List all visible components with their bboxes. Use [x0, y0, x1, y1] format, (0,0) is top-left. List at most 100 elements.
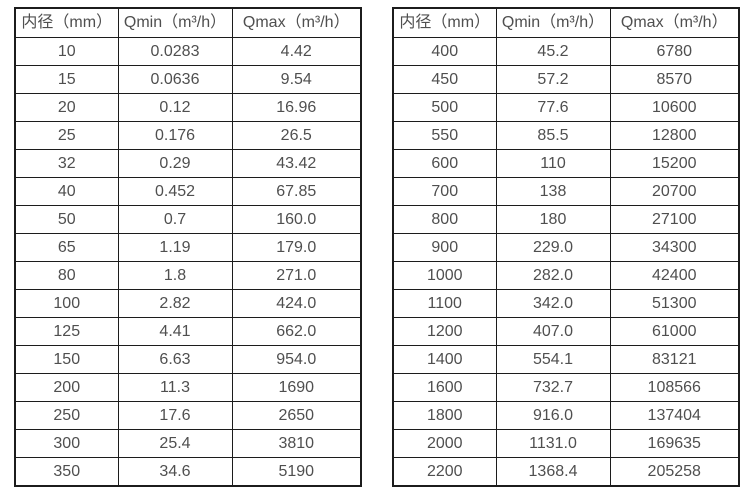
qmin-cell: 1131.0	[495, 429, 611, 458]
table-row: 65 1.19 179.0	[14, 233, 362, 262]
column-header-qmax: Qmax（m³/h）	[609, 7, 740, 38]
diameter-cell: 1000	[392, 261, 497, 290]
table-row: 450 57.2 8570	[392, 65, 740, 94]
diameter-cell: 1100	[392, 289, 497, 318]
table-row: 400 45.2 6780	[392, 37, 740, 66]
qmax-cell: 67.85	[231, 177, 362, 206]
qmin-cell: 45.2	[495, 37, 611, 66]
qmin-cell: 554.1	[495, 345, 611, 374]
column-header-qmax: Qmax（m³/h）	[231, 7, 362, 38]
qmin-cell: 17.6	[117, 401, 233, 430]
table-row: 1400 554.1 83121	[392, 345, 740, 374]
diameter-cell: 1800	[392, 401, 497, 430]
table-row: 150 6.63 954.0	[14, 345, 362, 374]
diameter-cell: 550	[392, 121, 497, 150]
table-row: 700 138 20700	[392, 177, 740, 206]
table-row: 25 0.176 26.5	[14, 121, 362, 150]
qmax-cell: 271.0	[231, 261, 362, 290]
diameter-cell: 400	[392, 37, 497, 66]
qmax-cell: 26.5	[231, 121, 362, 150]
column-header-diameter: 内径（mm）	[14, 7, 119, 38]
diameter-cell: 450	[392, 65, 497, 94]
diameter-cell: 20	[14, 93, 119, 122]
column-header-qmin: Qmin（m³/h）	[495, 7, 611, 38]
diameter-cell: 1200	[392, 317, 497, 346]
diameter-cell: 25	[14, 121, 119, 150]
qmax-cell: 27100	[609, 205, 740, 234]
qmax-cell: 20700	[609, 177, 740, 206]
diameter-cell: 150	[14, 345, 119, 374]
diameter-cell: 100	[14, 289, 119, 318]
qmin-cell: 0.12	[117, 93, 233, 122]
qmin-cell: 180	[495, 205, 611, 234]
qmax-cell: 9.54	[231, 65, 362, 94]
table-row: 20 0.12 16.96	[14, 93, 362, 122]
qmax-cell: 160.0	[231, 205, 362, 234]
diameter-cell: 900	[392, 233, 497, 262]
diameter-cell: 2200	[392, 457, 497, 487]
table-row: 200 11.3 1690	[14, 373, 362, 402]
qmax-cell: 16.96	[231, 93, 362, 122]
column-header-qmin: Qmin（m³/h）	[117, 7, 233, 38]
header-row: 内径（mm） Qmin（m³/h） Qmax（m³/h）	[14, 7, 362, 38]
qmax-cell: 3810	[231, 429, 362, 458]
qmax-cell: 954.0	[231, 345, 362, 374]
qmin-cell: 25.4	[117, 429, 233, 458]
table-row: 250 17.6 2650	[14, 401, 362, 430]
column-header-diameter: 内径（mm）	[392, 7, 497, 38]
qmax-cell: 1690	[231, 373, 362, 402]
diameter-cell: 2000	[392, 429, 497, 458]
diameter-cell: 250	[14, 401, 119, 430]
diameter-cell: 800	[392, 205, 497, 234]
qmin-cell: 11.3	[117, 373, 233, 402]
flow-table-small-diameters: 内径（mm） Qmin（m³/h） Qmax（m³/h） 10 0.0283 4.42 15…	[14, 7, 362, 487]
diameter-cell: 350	[14, 457, 119, 487]
qmax-cell: 108566	[609, 373, 740, 402]
table-row: 32 0.29 43.42	[14, 149, 362, 178]
qmin-cell: 2.82	[117, 289, 233, 318]
table-row: 350 34.6 5190	[14, 457, 362, 487]
diameter-cell: 300	[14, 429, 119, 458]
diameter-cell: 50	[14, 205, 119, 234]
qmax-cell: 34300	[609, 233, 740, 262]
qmax-cell: 4.42	[231, 37, 362, 66]
qmax-cell: 61000	[609, 317, 740, 346]
qmax-cell: 15200	[609, 149, 740, 178]
table-row: 500 77.6 10600	[392, 93, 740, 122]
table-row: 800 180 27100	[392, 205, 740, 234]
table-row: 125 4.41 662.0	[14, 317, 362, 346]
flow-table-large-diameters: 内径（mm） Qmin（m³/h） Qmax（m³/h） 400 45.2 6780 450…	[392, 7, 740, 487]
table-row: 600 110 15200	[392, 149, 740, 178]
qmax-cell: 12800	[609, 121, 740, 150]
qmin-cell: 282.0	[495, 261, 611, 290]
qmax-cell: 43.42	[231, 149, 362, 178]
qmax-cell: 5190	[231, 457, 362, 487]
qmin-cell: 1.19	[117, 233, 233, 262]
qmin-cell: 57.2	[495, 65, 611, 94]
qmin-cell: 0.0283	[117, 37, 233, 66]
qmax-cell: 51300	[609, 289, 740, 318]
qmin-cell: 110	[495, 149, 611, 178]
table-row: 1100 342.0 51300	[392, 289, 740, 318]
qmin-cell: 0.176	[117, 121, 233, 150]
qmax-cell: 205258	[609, 457, 740, 487]
qmin-cell: 916.0	[495, 401, 611, 430]
table-row: 1600 732.7 108566	[392, 373, 740, 402]
diameter-cell: 1400	[392, 345, 497, 374]
table-row: 100 2.82 424.0	[14, 289, 362, 318]
diameter-cell: 10	[14, 37, 119, 66]
table-row: 2200 1368.4 205258	[392, 457, 740, 487]
table-row: 2000 1131.0 169635	[392, 429, 740, 458]
qmin-cell: 342.0	[495, 289, 611, 318]
qmin-cell: 1.8	[117, 261, 233, 290]
header-row: 内径（mm） Qmin（m³/h） Qmax（m³/h）	[392, 7, 740, 38]
qmax-cell: 42400	[609, 261, 740, 290]
table-row: 1000 282.0 42400	[392, 261, 740, 290]
table-row: 550 85.5 12800	[392, 121, 740, 150]
table-row: 1200 407.0 61000	[392, 317, 740, 346]
qmax-cell: 2650	[231, 401, 362, 430]
qmin-cell: 0.7	[117, 205, 233, 234]
table-row: 300 25.4 3810	[14, 429, 362, 458]
diameter-cell: 65	[14, 233, 119, 262]
